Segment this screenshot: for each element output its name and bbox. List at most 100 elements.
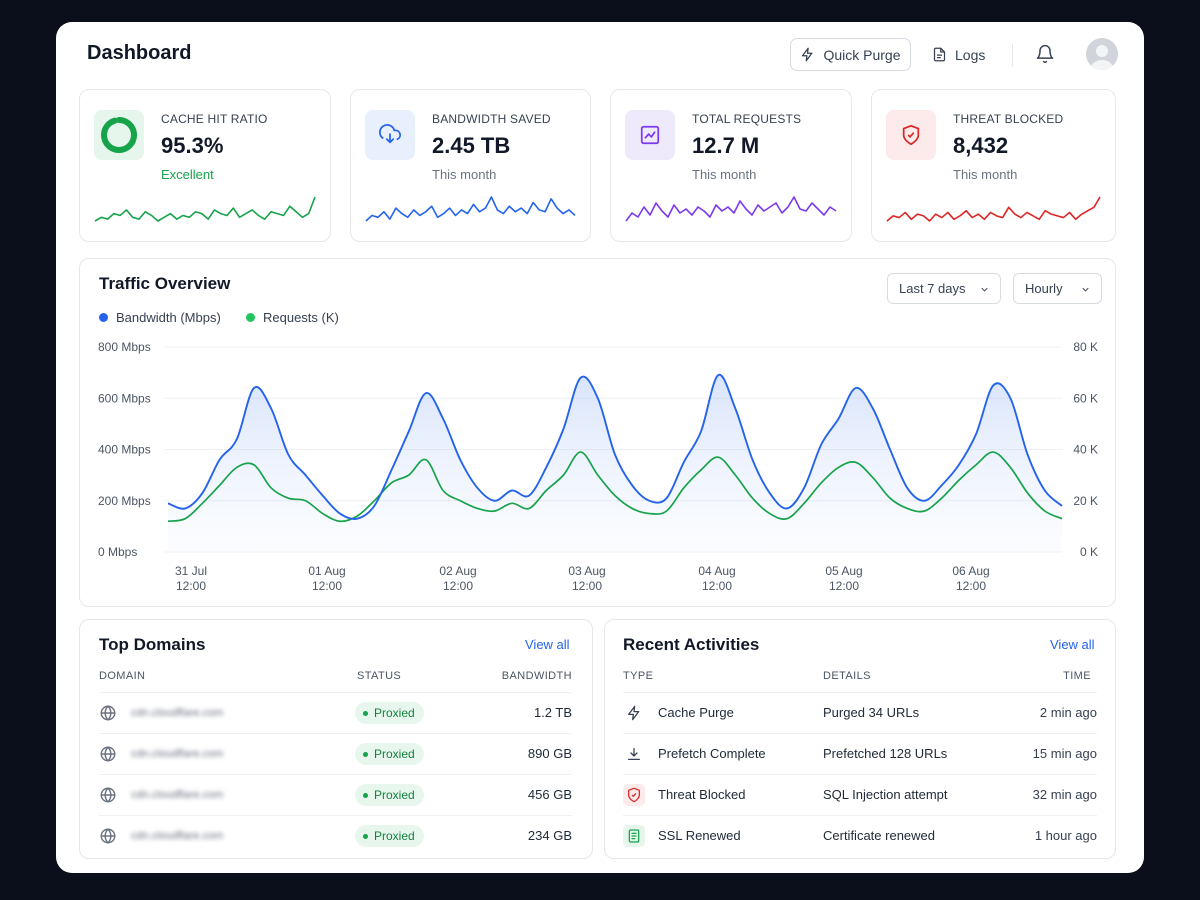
- bolt-icon: [623, 702, 645, 724]
- logs-button[interactable]: Logs: [932, 38, 994, 71]
- stat-card-threat-blocked[interactable]: THREAT BLOCKED 8,432 This month: [871, 89, 1116, 242]
- x-tick-time: 12:00: [956, 579, 986, 593]
- date-range-value: Last 7 days: [899, 281, 966, 296]
- bandwidth-value: 890 GB: [527, 746, 572, 761]
- activity-time: 2 min ago: [1039, 705, 1097, 720]
- y-left-tick-label: 0 Mbps: [98, 545, 137, 559]
- quick-purge-button[interactable]: Quick Purge: [790, 38, 911, 71]
- y-right-tick-label: 60 K: [1073, 391, 1098, 405]
- status-text: Proxied: [374, 788, 415, 802]
- dashboard-window: Dashboard Quick Purge Logs CACHE HIT RAT…: [56, 22, 1144, 873]
- stat-subtext: This month: [692, 167, 757, 182]
- avatar[interactable]: [1086, 38, 1118, 70]
- stat-card-cache-hit-ratio[interactable]: CACHE HIT RATIO 95.3% Excellent: [79, 89, 331, 242]
- stat-label: TOTAL REQUESTS: [692, 112, 802, 126]
- globe-icon: [99, 786, 117, 809]
- column-header-status: STATUS: [357, 670, 402, 682]
- stat-subtext: This month: [953, 167, 1018, 182]
- stat-label: BANDWIDTH SAVED: [432, 112, 551, 126]
- table-row[interactable]: cdn.cloudflare.com Proxied 456 GB: [99, 774, 572, 815]
- sparkline: [94, 196, 316, 222]
- stat-subtext: Excellent: [161, 167, 214, 182]
- interval-value: Hourly: [1025, 281, 1063, 296]
- traffic-overview-panel: Traffic Overview Last 7 days Hourly Band…: [79, 258, 1116, 607]
- bolt-icon: [802, 47, 813, 62]
- legend-dot-bandwidth: [99, 313, 108, 322]
- x-tick-date: 02 Aug: [439, 564, 476, 578]
- activity-type: SSL Renewed: [658, 828, 741, 843]
- column-header-type: TYPE: [623, 670, 654, 682]
- status-text: Proxied: [374, 829, 415, 843]
- stat-value: 12.7 M: [692, 133, 760, 158]
- column-header-domain: DOMAIN: [99, 670, 146, 682]
- header: Dashboard Quick Purge Logs: [56, 22, 1144, 86]
- activity-type: Prefetch Complete: [658, 746, 766, 761]
- list-item[interactable]: SSL Renewed Certificate renewed 1 hour a…: [623, 815, 1097, 856]
- legend-requests[interactable]: Requests (K): [246, 310, 339, 325]
- traffic-overview-title: Traffic Overview: [99, 274, 231, 293]
- x-tick-date: 05 Aug: [825, 564, 862, 578]
- stat-value: 2.45 TB: [432, 133, 511, 158]
- list-item[interactable]: Cache Purge Purged 34 URLs 2 min ago: [623, 692, 1097, 733]
- x-tick-time: 12:00: [829, 579, 859, 593]
- legend-bandwidth[interactable]: Bandwidth (Mbps): [99, 310, 221, 325]
- interval-select[interactable]: Hourly: [1013, 273, 1102, 304]
- domain-name[interactable]: cdn.cloudflare.com: [131, 789, 224, 801]
- date-range-select[interactable]: Last 7 days: [887, 273, 1001, 304]
- bell-icon[interactable]: [1035, 44, 1055, 64]
- status-dot: [363, 792, 368, 798]
- status-badge: Proxied: [355, 825, 424, 847]
- certificate-icon: [623, 825, 645, 847]
- y-left-tick-label: 800 Mbps: [98, 340, 151, 354]
- status-text: Proxied: [374, 747, 415, 761]
- x-tick-time: 12:00: [443, 579, 473, 593]
- activity-details: Purged 34 URLs: [823, 705, 920, 720]
- page-title: Dashboard: [87, 42, 192, 64]
- top-domains-view-all-link[interactable]: View all: [525, 637, 570, 652]
- column-header-bandwidth: BANDWIDTH: [501, 670, 572, 682]
- chevron-down-icon: [1082, 287, 1089, 292]
- stat-label: THREAT BLOCKED: [953, 112, 1064, 126]
- legend-label-bandwidth: Bandwidth (Mbps): [116, 310, 221, 325]
- domain-name[interactable]: cdn.cloudflare.com: [131, 748, 224, 760]
- list-item[interactable]: Prefetch Complete Prefetched 128 URLs 15…: [623, 733, 1097, 774]
- list-item[interactable]: Threat Blocked SQL Injection attempt 32 …: [623, 774, 1097, 815]
- sparkline-path: [365, 196, 576, 222]
- x-tick-time: 12:00: [312, 579, 342, 593]
- x-tick-time: 12:00: [572, 579, 602, 593]
- activity-details: SQL Injection attempt: [823, 787, 948, 802]
- x-tick-date: 03 Aug: [568, 564, 605, 578]
- status-dot: [363, 751, 368, 757]
- globe-icon: [99, 704, 117, 727]
- requests-line: [167, 451, 1063, 523]
- cloud-download-icon: [365, 110, 415, 160]
- shield-icon: [886, 110, 936, 160]
- status-badge: Proxied: [355, 702, 424, 724]
- logs-label: Logs: [955, 46, 986, 63]
- download-icon: [623, 743, 645, 765]
- donut-icon: [94, 110, 144, 160]
- chevron-down-icon: [981, 287, 988, 292]
- bandwidth-area: [168, 374, 1062, 552]
- domain-name[interactable]: cdn.cloudflare.com: [131, 830, 224, 842]
- sparkline: [886, 196, 1101, 222]
- table-row[interactable]: cdn.cloudflare.com Proxied 1.2 TB: [99, 692, 572, 733]
- recent-activities-title: Recent Activities: [623, 635, 760, 654]
- sparkline-path: [886, 196, 1101, 222]
- globe-icon: [99, 827, 117, 850]
- status-badge: Proxied: [355, 743, 424, 765]
- domain-name[interactable]: cdn.cloudflare.com: [131, 707, 224, 719]
- stat-card-bandwidth-saved[interactable]: BANDWIDTH SAVED 2.45 TB This month: [350, 89, 591, 242]
- y-right-tick-label: 0 K: [1080, 545, 1098, 559]
- stat-label: CACHE HIT RATIO: [161, 112, 268, 126]
- activity-time: 1 hour ago: [1034, 828, 1097, 843]
- stat-card-total-requests[interactable]: TOTAL REQUESTS 12.7 M This month: [610, 89, 852, 242]
- sparkline-path: [94, 196, 316, 222]
- y-left-tick-label: 600 Mbps: [98, 391, 151, 405]
- shield-icon: [623, 784, 645, 806]
- document-icon: [933, 47, 946, 62]
- table-row[interactable]: cdn.cloudflare.com Proxied 234 GB: [99, 815, 572, 856]
- table-row[interactable]: cdn.cloudflare.com Proxied 890 GB: [99, 733, 572, 774]
- recent-activities-view-all-link[interactable]: View all: [1050, 637, 1095, 652]
- column-header-details: DETAILS: [823, 670, 871, 682]
